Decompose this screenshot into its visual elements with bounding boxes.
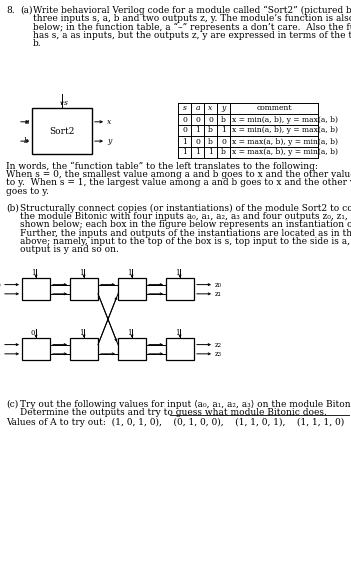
- Text: b: b: [208, 137, 213, 145]
- Text: 0: 0: [221, 137, 226, 145]
- Text: 8.: 8.: [6, 6, 15, 15]
- Text: (c): (c): [6, 400, 18, 409]
- Text: Sort2: Sort2: [49, 127, 75, 136]
- Text: x = max(a, b), y = min(a, b): x = max(a, b), y = min(a, b): [232, 149, 338, 157]
- Text: b: b: [221, 149, 226, 157]
- Text: output is y and so on.: output is y and so on.: [20, 245, 119, 254]
- Text: 1: 1: [127, 269, 131, 277]
- Text: the module Bitonic with four inputs a₀, a₁, a₂, a₃ and four outputs z₀, z₁, z₂, : the module Bitonic with four inputs a₀, …: [20, 212, 351, 221]
- Text: shown below; each box in the figure below represents an instantiation of Sort2.: shown below; each box in the figure belo…: [20, 221, 351, 229]
- Bar: [70, 278, 98, 300]
- Text: 0: 0: [195, 116, 200, 124]
- Text: x = min(a, b), y = max(a, b): x = min(a, b), y = max(a, b): [232, 127, 338, 135]
- Text: 0: 0: [182, 127, 187, 135]
- Text: 0: 0: [195, 137, 200, 145]
- Text: to y.  When s = 1, the largest value among a and b goes to x and the other value: to y. When s = 1, the largest value amon…: [6, 178, 351, 188]
- Text: Further, the inputs and outputs of the instantiations are located as in the figu: Further, the inputs and outputs of the i…: [20, 229, 351, 238]
- Text: 0: 0: [208, 116, 213, 124]
- Text: b: b: [221, 116, 226, 124]
- Text: a: a: [195, 104, 200, 112]
- Bar: [166, 338, 194, 360]
- Text: Determine the outputs and try to guess what module Bitonic does.: Determine the outputs and try to guess w…: [20, 408, 327, 417]
- Text: three inputs s, a, b and two outputs z, y. The module’s function is also describ: three inputs s, a, b and two outputs z, …: [33, 14, 351, 23]
- Text: s: s: [64, 99, 68, 107]
- Bar: [118, 338, 146, 360]
- Text: b: b: [208, 127, 213, 135]
- Text: When s = 0, the smallest value among a and b goes to x and the other value goes: When s = 0, the smallest value among a a…: [6, 170, 351, 179]
- Text: 1: 1: [31, 269, 35, 277]
- Text: 1: 1: [195, 149, 200, 157]
- Text: 1: 1: [175, 269, 179, 277]
- Text: (b): (b): [6, 204, 19, 213]
- Text: x: x: [107, 118, 111, 126]
- Bar: [32, 108, 92, 154]
- Text: a: a: [25, 118, 29, 126]
- Text: a₁: a₁: [0, 290, 1, 298]
- Text: Structurally connect copies (or instantiations) of the module Sort2 to construct: Structurally connect copies (or instanti…: [20, 204, 351, 213]
- Text: b: b: [24, 137, 29, 145]
- Text: 1: 1: [195, 127, 200, 135]
- Text: y: y: [221, 104, 226, 112]
- Text: 1: 1: [208, 149, 213, 157]
- Text: x: x: [208, 104, 213, 112]
- Text: 1: 1: [79, 269, 83, 277]
- Text: goes to y.: goes to y.: [6, 186, 49, 196]
- Text: Values of A to try out:  (1, 0, 1, 0),    (0, 1, 0, 0),    (1, 1, 0, 1),    (1, : Values of A to try out: (1, 0, 1, 0), (0…: [6, 417, 344, 426]
- Text: s: s: [183, 104, 186, 112]
- Text: x = max(a, b), y = min(a, b): x = max(a, b), y = min(a, b): [232, 137, 338, 145]
- Text: Write behavioral Verilog code for a module called “Sort2” (pictured below) with: Write behavioral Verilog code for a modu…: [33, 6, 351, 15]
- Text: a₂: a₂: [0, 341, 1, 349]
- Text: a₀: a₀: [0, 280, 1, 288]
- Text: z₃: z₃: [215, 350, 222, 358]
- Text: a₃: a₃: [0, 350, 1, 358]
- Text: z₁: z₁: [215, 290, 222, 298]
- Text: b.: b.: [33, 39, 42, 48]
- Text: 1: 1: [127, 329, 131, 337]
- Text: 0: 0: [182, 116, 187, 124]
- Text: 1: 1: [175, 329, 179, 337]
- Text: comment: comment: [256, 104, 292, 112]
- Text: above; namely, input to the top of the box is s, top input to the side is a, bot: above; namely, input to the top of the b…: [20, 237, 351, 246]
- Text: 1: 1: [221, 127, 226, 135]
- Text: y: y: [107, 137, 111, 145]
- Bar: [70, 338, 98, 360]
- Bar: [22, 338, 50, 360]
- Bar: [166, 278, 194, 300]
- Text: z₂: z₂: [215, 341, 222, 349]
- Text: 1: 1: [79, 329, 83, 337]
- Text: below; in the function table, a “–” represents a don’t care.  Also the function : below; in the function table, a “–” repr…: [33, 22, 351, 32]
- Text: 1: 1: [182, 149, 187, 157]
- Bar: [118, 278, 146, 300]
- Bar: [22, 278, 50, 300]
- Text: (a): (a): [20, 6, 33, 15]
- Text: z₀: z₀: [215, 280, 222, 288]
- Text: 0: 0: [31, 329, 35, 337]
- Text: 1: 1: [182, 137, 187, 145]
- Text: x = min(a, b), y = max(a, b): x = min(a, b), y = max(a, b): [232, 116, 338, 124]
- Text: Try out the following values for input ⟨a₀, a₁, a₂, a₃⟩ on the module Bitonic.: Try out the following values for input ⟨…: [20, 400, 351, 409]
- Text: has s, a as inputs, but the outputs z, y are expressed in terms of the third inp: has s, a as inputs, but the outputs z, y…: [33, 31, 351, 39]
- Text: In words, the “function table” to the left translates to the following:: In words, the “function table” to the le…: [6, 162, 318, 172]
